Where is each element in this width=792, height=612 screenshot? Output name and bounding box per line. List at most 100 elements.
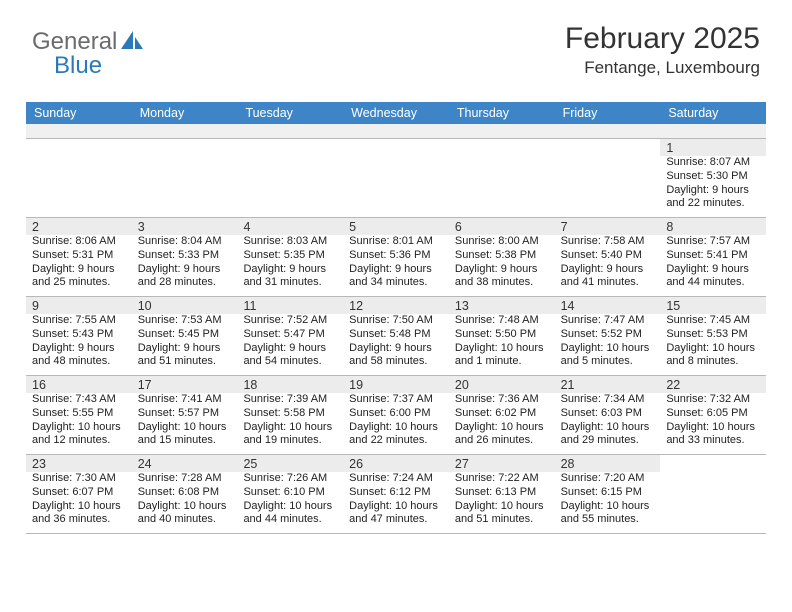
daylight-line-1: Daylight: 10 hours [343,421,449,435]
sunrise-line: Sunrise: 7:58 AM [555,235,661,249]
day-cell: 13Sunrise: 7:48 AMSunset: 5:50 PMDayligh… [449,297,555,375]
sunset-line: Sunset: 5:53 PM [660,328,766,342]
day-number: 7 [555,218,661,235]
day-cell [237,139,343,217]
sunset-line: Sunset: 5:48 PM [343,328,449,342]
daylight-line-1: Daylight: 10 hours [132,500,238,514]
day-cell: 9Sunrise: 7:55 AMSunset: 5:43 PMDaylight… [26,297,132,375]
sunset-line: Sunset: 6:12 PM [343,486,449,500]
daylight-line-2: and 33 minutes. [660,434,766,448]
sunrise-line: Sunrise: 7:52 AM [237,314,343,328]
day-number: 13 [449,297,555,314]
daylight-line-1: Daylight: 10 hours [555,342,661,356]
daylight-line-2: and 36 minutes. [26,513,132,527]
daylight-line-2: and 58 minutes. [343,355,449,369]
daylight-line-2: and 25 minutes. [26,276,132,290]
day-number: 12 [343,297,449,314]
sunrise-line: Sunrise: 8:00 AM [449,235,555,249]
day-cell: 27Sunrise: 7:22 AMSunset: 6:13 PMDayligh… [449,455,555,533]
daylight-line-1: Daylight: 9 hours [132,342,238,356]
daylight-line-2: and 12 minutes. [26,434,132,448]
location-label: Fentange, Luxembourg [565,58,760,78]
sunrise-line: Sunrise: 8:07 AM [660,156,766,170]
daylight-line-2: and 1 minute. [449,355,555,369]
day-number: 2 [26,218,132,235]
day-cell: 4Sunrise: 8:03 AMSunset: 5:35 PMDaylight… [237,218,343,296]
sunrise-line: Sunrise: 7:20 AM [555,472,661,486]
sunrise-line: Sunrise: 8:06 AM [26,235,132,249]
brand-text-2: Blue [54,52,102,80]
day-number: 5 [343,218,449,235]
sunrise-line: Sunrise: 7:43 AM [26,393,132,407]
day-cell [555,139,661,217]
day-cell: 24Sunrise: 7:28 AMSunset: 6:08 PMDayligh… [132,455,238,533]
day-cell: 5Sunrise: 8:01 AMSunset: 5:36 PMDaylight… [343,218,449,296]
sunrise-line: Sunrise: 7:22 AM [449,472,555,486]
day-cell [343,139,449,217]
daylight-line-2: and 26 minutes. [449,434,555,448]
daylight-line-2: and 8 minutes. [660,355,766,369]
daylight-line-2: and 29 minutes. [555,434,661,448]
day-cell [660,455,766,533]
day-header: Saturday [660,102,766,124]
daylight-line-2: and 51 minutes. [132,355,238,369]
day-cell: 28Sunrise: 7:20 AMSunset: 6:15 PMDayligh… [555,455,661,533]
day-cell: 23Sunrise: 7:30 AMSunset: 6:07 PMDayligh… [26,455,132,533]
daylight-line-1: Daylight: 9 hours [237,342,343,356]
day-number: 15 [660,297,766,314]
sunrise-line: Sunrise: 8:04 AM [132,235,238,249]
sunset-line: Sunset: 5:35 PM [237,249,343,263]
day-cell: 7Sunrise: 7:58 AMSunset: 5:40 PMDaylight… [555,218,661,296]
calendar: SundayMondayTuesdayWednesdayThursdayFrid… [26,102,766,534]
daylight-line-1: Daylight: 10 hours [449,421,555,435]
daylight-line-2: and 38 minutes. [449,276,555,290]
sunrise-line: Sunrise: 7:34 AM [555,393,661,407]
daylight-line-1: Daylight: 10 hours [26,421,132,435]
daylight-line-2: and 51 minutes. [449,513,555,527]
sunset-line: Sunset: 6:08 PM [132,486,238,500]
sunrise-line: Sunrise: 7:53 AM [132,314,238,328]
day-cell: 14Sunrise: 7:47 AMSunset: 5:52 PMDayligh… [555,297,661,375]
day-cell [26,139,132,217]
daylight-line-1: Daylight: 9 hours [660,263,766,277]
daylight-line-2: and 48 minutes. [26,355,132,369]
day-number: 14 [555,297,661,314]
sunset-line: Sunset: 5:50 PM [449,328,555,342]
day-cell: 18Sunrise: 7:39 AMSunset: 5:58 PMDayligh… [237,376,343,454]
daylight-line-1: Daylight: 9 hours [237,263,343,277]
day-number: 4 [237,218,343,235]
daylight-line-1: Daylight: 10 hours [660,342,766,356]
daylight-line-2: and 28 minutes. [132,276,238,290]
day-cell: 12Sunrise: 7:50 AMSunset: 5:48 PMDayligh… [343,297,449,375]
sunrise-line: Sunrise: 7:48 AM [449,314,555,328]
daylight-line-2: and 44 minutes. [660,276,766,290]
day-cell: 1Sunrise: 8:07 AMSunset: 5:30 PMDaylight… [660,139,766,217]
day-number: 10 [132,297,238,314]
daylight-line-1: Daylight: 10 hours [555,421,661,435]
day-cell: 25Sunrise: 7:26 AMSunset: 6:10 PMDayligh… [237,455,343,533]
sunset-line: Sunset: 6:15 PM [555,486,661,500]
day-cell: 8Sunrise: 7:57 AMSunset: 5:41 PMDaylight… [660,218,766,296]
day-cell: 17Sunrise: 7:41 AMSunset: 5:57 PMDayligh… [132,376,238,454]
daylight-line-1: Daylight: 9 hours [555,263,661,277]
day-number: 26 [343,455,449,472]
title-block: February 2025 Fentange, Luxembourg [565,22,760,78]
sunset-line: Sunset: 5:47 PM [237,328,343,342]
sunrise-line: Sunrise: 8:01 AM [343,235,449,249]
day-cell: 2Sunrise: 8:06 AMSunset: 5:31 PMDaylight… [26,218,132,296]
day-header: Sunday [26,102,132,124]
daylight-line-1: Daylight: 10 hours [237,421,343,435]
sunset-line: Sunset: 6:00 PM [343,407,449,421]
sunrise-line: Sunrise: 7:41 AM [132,393,238,407]
day-number: 25 [237,455,343,472]
sunset-line: Sunset: 5:30 PM [660,170,766,184]
day-number: 6 [449,218,555,235]
daylight-line-2: and 47 minutes. [343,513,449,527]
day-cell: 3Sunrise: 8:04 AMSunset: 5:33 PMDaylight… [132,218,238,296]
sunrise-line: Sunrise: 7:30 AM [26,472,132,486]
sunset-line: Sunset: 5:40 PM [555,249,661,263]
day-number: 19 [343,376,449,393]
sunrise-line: Sunrise: 7:37 AM [343,393,449,407]
sail-icon [121,28,143,56]
sunset-line: Sunset: 5:33 PM [132,249,238,263]
